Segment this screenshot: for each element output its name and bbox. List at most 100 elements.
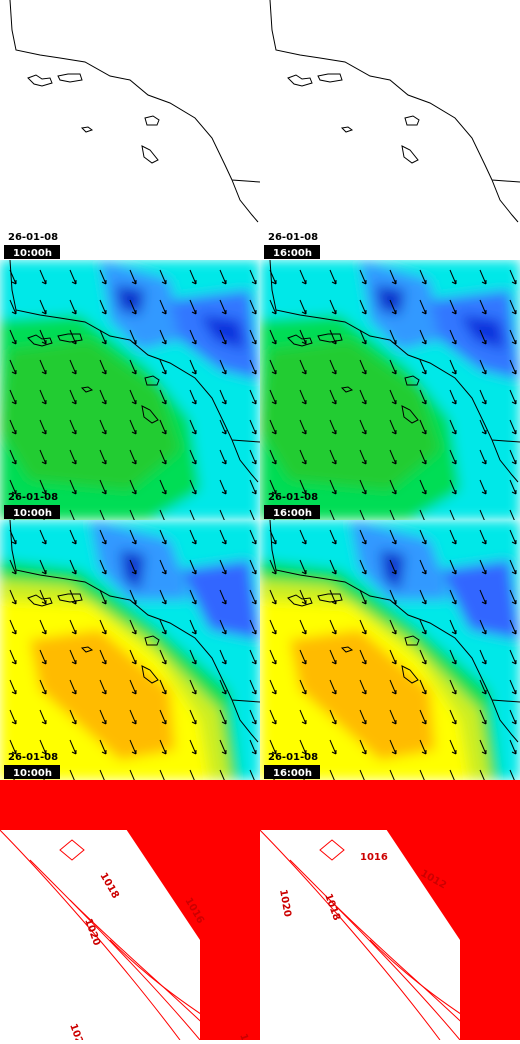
- wind-arrow: [189, 269, 197, 285]
- wind-arrow: [249, 559, 257, 575]
- wind-arrow: [189, 589, 197, 605]
- wind-arrow: [479, 559, 487, 575]
- island: [144, 115, 160, 126]
- wind-arrow: [509, 709, 517, 725]
- wind-arrow: [69, 479, 77, 495]
- wind-arrow: [99, 769, 107, 780]
- wind-arrow: [69, 709, 77, 725]
- pressure-band: [380, 820, 520, 1040]
- wind-arrow: [9, 329, 17, 345]
- wind-arrow: [389, 269, 397, 285]
- wind-arrow: [189, 529, 197, 545]
- time-label: 16:00h: [273, 768, 312, 779]
- wind-arrow: [189, 389, 197, 405]
- wind-arrow: [159, 649, 167, 665]
- panel-content: [0, 520, 260, 780]
- wind-arrow: [159, 589, 167, 605]
- wind-arrow: [479, 709, 487, 725]
- island: [287, 334, 313, 347]
- wind-arrow: [389, 769, 397, 780]
- field-area: [180, 560, 260, 640]
- wind-arrow: [129, 509, 137, 520]
- wind-arrow: [509, 559, 517, 575]
- wind-arrow: [99, 299, 107, 315]
- wind-arrow: [419, 299, 427, 315]
- wind-arrow: [389, 559, 397, 575]
- field-area: [0, 340, 180, 490]
- wind-arrow: [299, 299, 307, 315]
- isobar: [69, 899, 221, 1040]
- wind-arrow: [329, 529, 337, 545]
- wind-arrow: [189, 559, 197, 575]
- wind-arrow: [69, 739, 77, 755]
- wind-arrow: [269, 479, 277, 495]
- wind-arrow: [39, 389, 47, 405]
- wind-arrow: [359, 449, 367, 465]
- time-label: 10:00h: [13, 768, 52, 779]
- island: [340, 126, 354, 133]
- wind-arrow: [419, 479, 427, 495]
- wind-arrow: [479, 479, 487, 495]
- wind-arrow: [449, 419, 457, 435]
- island: [404, 115, 420, 126]
- wind-arrow: [99, 509, 107, 520]
- island: [287, 594, 313, 607]
- wind-arrow: [389, 509, 397, 520]
- island: [141, 665, 159, 684]
- island: [27, 334, 53, 347]
- map-panel: 26-01-08 16:00h: [260, 520, 520, 780]
- isobar: [319, 839, 345, 861]
- wind-arrow: [359, 739, 367, 755]
- wind-arrow: [419, 449, 427, 465]
- wind-arrow: [509, 769, 517, 780]
- island: [27, 594, 53, 607]
- wind-arrow: [189, 299, 197, 315]
- wind-arrow: [69, 529, 77, 545]
- wind-arrow: [299, 449, 307, 465]
- wind-arrow: [449, 589, 457, 605]
- wind-arrow: [329, 359, 337, 375]
- wind-arrow: [189, 739, 197, 755]
- island: [401, 145, 419, 164]
- panel-content: [269, 0, 520, 223]
- wind-arrow: [39, 619, 47, 635]
- wind-arrow: [129, 679, 137, 695]
- wind-arrow: [329, 709, 337, 725]
- wind-arrow: [269, 589, 277, 605]
- wind-arrow: [249, 709, 257, 725]
- wind-arrow: [9, 359, 17, 375]
- time-label: 16:00h: [273, 248, 312, 259]
- wind-arrow: [249, 679, 257, 695]
- wind-arrow: [329, 649, 337, 665]
- wind-arrow: [509, 529, 517, 545]
- isobar: [260, 829, 441, 1040]
- island: [317, 333, 343, 343]
- wind-arrow: [389, 619, 397, 635]
- panel-content: 1018101610201022102: [0, 780, 260, 1040]
- field-area: [290, 630, 435, 760]
- panel-content: [260, 260, 520, 520]
- wind-arrow: [99, 479, 107, 495]
- wind-arrow: [299, 679, 307, 695]
- island: [340, 646, 354, 653]
- wind-arrow: [449, 649, 457, 665]
- wind-arrow: [9, 559, 17, 575]
- wind-arrow: [189, 679, 197, 695]
- wind-arrow: [249, 359, 257, 375]
- wind-arrow: [329, 389, 337, 405]
- wind-arrow: [419, 389, 427, 405]
- island: [401, 405, 419, 424]
- wind-arrow: [449, 479, 457, 495]
- wind-arrow: [479, 419, 487, 435]
- coastline: [9, 0, 260, 223]
- wind-arrow: [449, 299, 457, 315]
- contour-label: 1016: [360, 852, 388, 863]
- wind-arrow: [419, 619, 427, 635]
- wind-arrow: [389, 709, 397, 725]
- wind-arrow: [299, 589, 307, 605]
- field-area: [260, 340, 440, 490]
- wind-arrow: [299, 269, 307, 285]
- island: [401, 665, 419, 684]
